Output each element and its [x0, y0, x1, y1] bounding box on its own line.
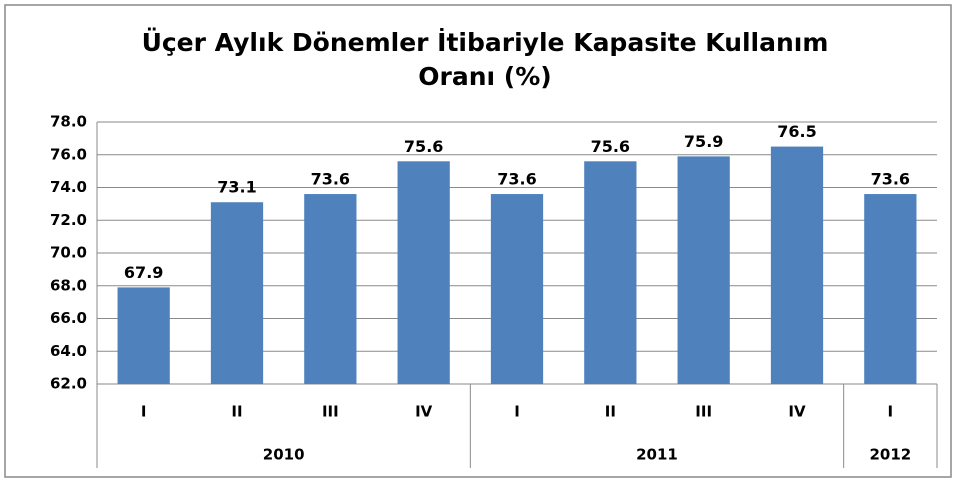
group-label: 2012	[869, 446, 911, 464]
bar	[864, 194, 917, 384]
data-label: 75.9	[684, 132, 723, 151]
bar	[117, 287, 170, 384]
x-tick-label: I	[888, 403, 894, 421]
data-label: 73.1	[217, 178, 256, 197]
y-tick-label: 68.0	[50, 276, 87, 294]
x-tick-label: II	[605, 403, 616, 421]
y-tick-label: 78.0	[50, 113, 87, 131]
y-tick-label: 70.0	[50, 244, 87, 262]
y-tick-label: 62.0	[50, 375, 87, 393]
y-tick-label: 74.0	[50, 178, 87, 196]
data-label: 73.6	[871, 170, 910, 189]
x-tick-label: IV	[788, 403, 806, 421]
data-label: 73.6	[497, 170, 536, 189]
data-label: 76.5	[777, 122, 816, 141]
bar	[304, 194, 357, 384]
x-tick-label: IV	[415, 403, 433, 421]
group-label: 2011	[636, 446, 678, 464]
group-label: 2010	[263, 446, 305, 464]
bar	[584, 161, 637, 384]
bar	[677, 156, 730, 384]
y-tick-label: 66.0	[50, 309, 87, 327]
chart-title: Oranı (%)	[418, 62, 551, 91]
x-tick-label: II	[231, 403, 242, 421]
y-tick-label: 72.0	[50, 211, 87, 229]
y-tick-label: 64.0	[50, 342, 87, 360]
y-tick-label: 76.0	[50, 145, 87, 163]
chart-title: Üçer Aylık Dönemler İtibariyle Kapasite …	[142, 27, 829, 57]
data-label: 75.6	[591, 137, 630, 156]
x-tick-label: I	[514, 403, 520, 421]
bar	[210, 202, 264, 384]
data-label: 75.6	[404, 137, 443, 156]
bar	[490, 194, 544, 384]
x-tick-label: III	[322, 403, 339, 421]
x-tick-label: III	[695, 403, 712, 421]
x-tick-label: I	[141, 403, 147, 421]
bar	[770, 146, 824, 384]
data-label: 73.6	[311, 170, 350, 189]
bar	[397, 161, 450, 384]
data-label: 67.9	[124, 263, 163, 282]
